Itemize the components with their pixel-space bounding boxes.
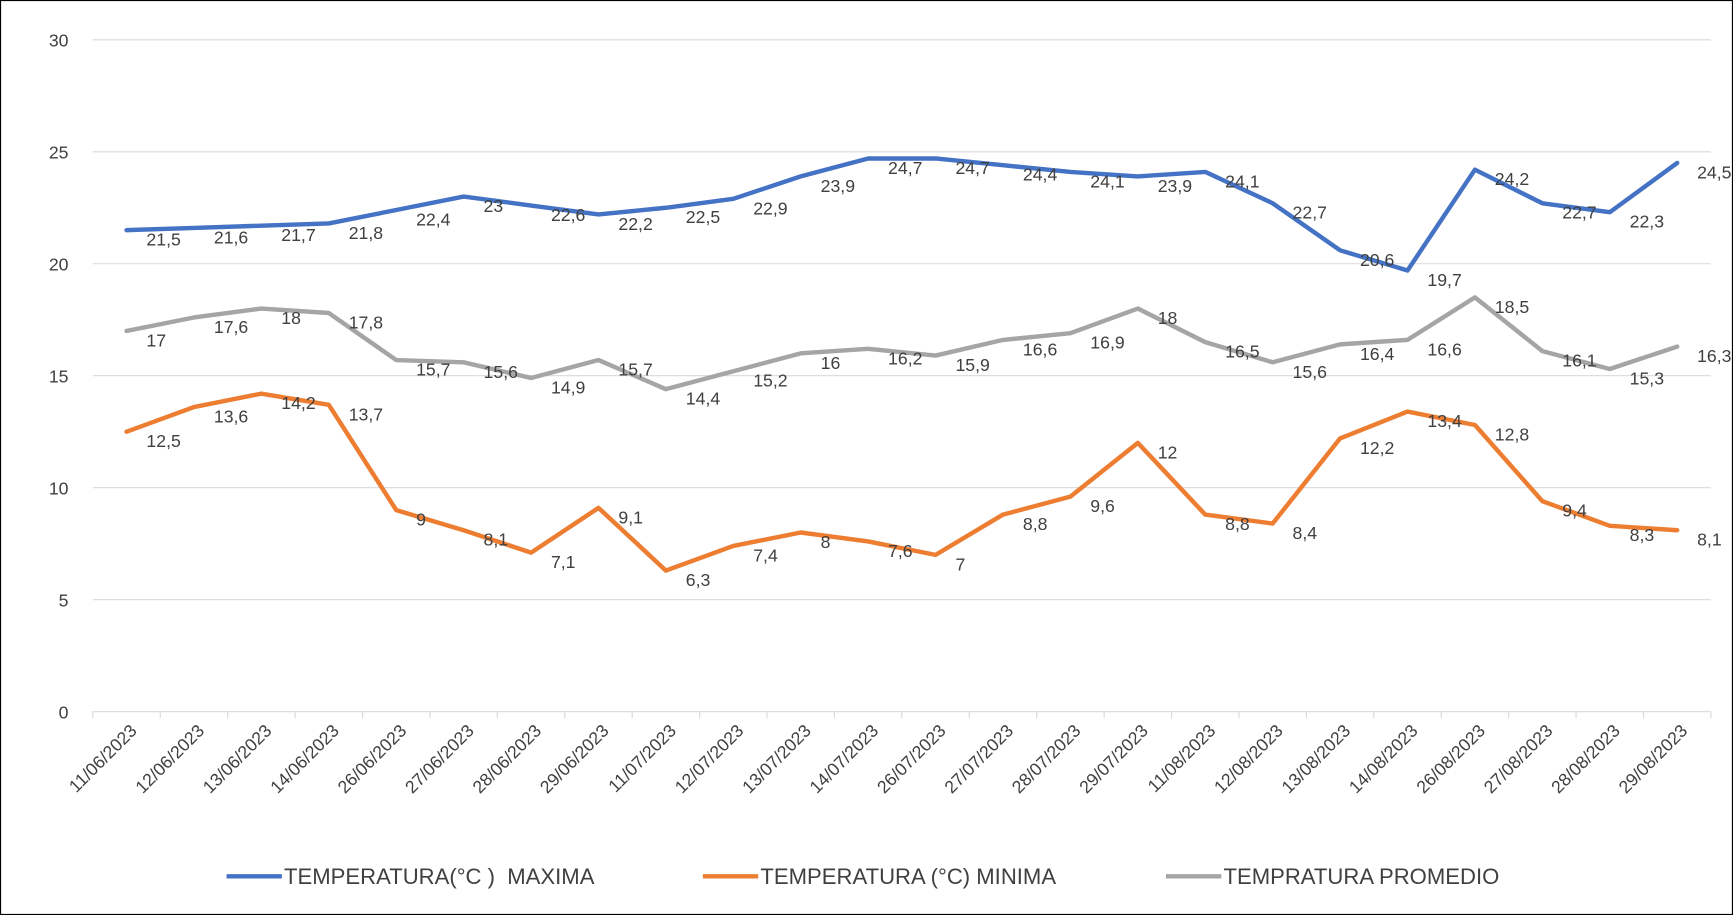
data-label: 16,2 bbox=[888, 348, 922, 368]
data-label: 23,9 bbox=[821, 176, 855, 196]
data-label: 15,6 bbox=[1293, 362, 1328, 382]
data-label: 22,7 bbox=[1293, 203, 1327, 223]
series-line bbox=[124, 156, 1680, 273]
data-label: 9,1 bbox=[618, 507, 643, 527]
data-label: 17,6 bbox=[214, 317, 249, 337]
y-tick-label: 5 bbox=[59, 590, 69, 610]
legend-label: TEMPRATURA PROMEDIO bbox=[1223, 864, 1499, 889]
data-label: 22,9 bbox=[753, 198, 787, 218]
data-label: 22,3 bbox=[1630, 212, 1665, 232]
data-label: 13,7 bbox=[349, 404, 383, 424]
data-label: 16,6 bbox=[1023, 339, 1058, 359]
data-label: 13,4 bbox=[1427, 411, 1462, 431]
data-label: 15,3 bbox=[1630, 368, 1665, 388]
data-label: 15,7 bbox=[416, 360, 450, 380]
data-label: 22,5 bbox=[686, 207, 721, 227]
data-label: 20,6 bbox=[1360, 250, 1395, 270]
data-label: 21,6 bbox=[214, 227, 249, 247]
data-label: 24,1 bbox=[1090, 171, 1124, 191]
data-label: 24,7 bbox=[888, 158, 922, 178]
data-label: 15,6 bbox=[484, 362, 519, 382]
data-label: 14,4 bbox=[686, 389, 721, 409]
data-label: 16,4 bbox=[1360, 344, 1395, 364]
y-tick-label: 25 bbox=[49, 142, 69, 162]
data-label: 22,7 bbox=[1562, 203, 1596, 223]
data-label: 24,5 bbox=[1697, 162, 1732, 182]
data-label: 16,5 bbox=[1225, 342, 1260, 362]
data-label: 16,3 bbox=[1697, 346, 1732, 366]
data-label: 8 bbox=[821, 532, 831, 552]
data-label: 6,3 bbox=[686, 570, 711, 590]
legend-label: TEMPERATURA(°C ) MAXIMA bbox=[284, 864, 595, 889]
y-tick-label: 15 bbox=[49, 366, 69, 386]
data-label: 8,1 bbox=[484, 530, 509, 550]
data-label: 9,6 bbox=[1090, 496, 1115, 516]
y-tick-label: 10 bbox=[49, 478, 69, 498]
data-label: 24,2 bbox=[1495, 169, 1529, 189]
data-label: 23 bbox=[484, 196, 504, 216]
data-label: 17,8 bbox=[349, 312, 384, 332]
data-label: 7 bbox=[955, 554, 965, 574]
data-label: 15,9 bbox=[955, 355, 989, 375]
data-label: 17 bbox=[146, 330, 166, 350]
data-label: 12,2 bbox=[1360, 438, 1394, 458]
data-label: 24,4 bbox=[1023, 165, 1058, 185]
data-label: 22,2 bbox=[618, 214, 652, 234]
data-label: 9,4 bbox=[1562, 501, 1587, 521]
data-label: 7,4 bbox=[753, 545, 778, 565]
data-label: 18,5 bbox=[1495, 297, 1530, 317]
y-tick-label: 0 bbox=[59, 702, 69, 722]
data-label: 21,5 bbox=[146, 230, 181, 250]
data-label: 16,1 bbox=[1562, 351, 1596, 371]
data-label: 18 bbox=[1158, 308, 1178, 328]
data-label: 8,4 bbox=[1293, 523, 1318, 543]
data-label: 12,8 bbox=[1495, 424, 1530, 444]
data-label: 15,7 bbox=[618, 360, 652, 380]
series-line bbox=[124, 391, 1680, 573]
data-label: 22,6 bbox=[551, 205, 586, 225]
data-label: 23,9 bbox=[1158, 176, 1192, 196]
data-label: 7,1 bbox=[551, 552, 576, 572]
data-label: 22,4 bbox=[416, 209, 451, 229]
data-label: 7,6 bbox=[888, 541, 913, 561]
y-tick-label: 20 bbox=[49, 254, 69, 274]
data-label: 15,2 bbox=[753, 371, 787, 391]
data-label: 14,2 bbox=[281, 393, 315, 413]
data-label: 14,9 bbox=[551, 377, 585, 397]
legend-label: TEMPERATURA (°C) MINIMA bbox=[760, 864, 1056, 889]
data-label: 16,6 bbox=[1427, 339, 1462, 359]
data-label: 21,8 bbox=[349, 223, 384, 243]
data-label: 21,7 bbox=[281, 225, 315, 245]
data-label: 24,1 bbox=[1225, 171, 1259, 191]
data-label: 19,7 bbox=[1427, 270, 1461, 290]
data-label: 8,8 bbox=[1225, 514, 1250, 534]
data-label: 8,3 bbox=[1630, 525, 1655, 545]
data-label: 8,1 bbox=[1697, 530, 1722, 550]
data-label: 8,8 bbox=[1023, 514, 1048, 534]
data-label: 9 bbox=[416, 510, 426, 530]
data-label: 13,6 bbox=[214, 407, 249, 427]
data-label: 16,9 bbox=[1090, 333, 1124, 353]
data-label: 12 bbox=[1158, 442, 1178, 462]
series-line bbox=[124, 295, 1680, 392]
data-label: 24,7 bbox=[955, 158, 989, 178]
data-label: 12,5 bbox=[146, 431, 181, 451]
data-label: 16 bbox=[821, 353, 841, 373]
data-label: 18 bbox=[281, 308, 301, 328]
y-tick-label: 30 bbox=[49, 30, 69, 50]
